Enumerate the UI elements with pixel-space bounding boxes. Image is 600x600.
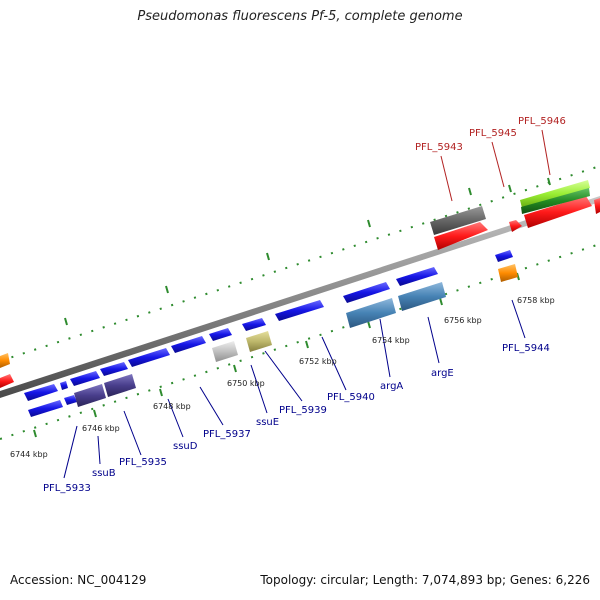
gene-arrow[interactable]	[24, 384, 58, 401]
kbp-label: 6752 kbp	[299, 357, 337, 366]
gene-arrow[interactable]	[524, 196, 592, 228]
gene-arrow[interactable]	[212, 341, 238, 362]
kbp-label: 6744 kbp	[10, 450, 48, 459]
gene-arrow[interactable]	[209, 328, 232, 341]
kbp-label: 6754 kbp	[372, 336, 410, 345]
tick-row-upper	[0, 165, 600, 362]
kbp-labels: 6744 kbp 6746 kbp 6748 kbp 6750 kbp 6752…	[10, 296, 555, 459]
gene-arrow[interactable]	[0, 353, 10, 368]
gene-label[interactable]: PFL_5937	[203, 429, 251, 440]
gene-label[interactable]: PFL_5940	[327, 392, 375, 403]
genes-upper-strand[interactable]	[24, 250, 513, 401]
gene-arrow[interactable]	[430, 206, 486, 235]
gene-arrow[interactable]	[100, 362, 128, 376]
gene-arrow[interactable]	[171, 336, 206, 353]
gene-label[interactable]: argE	[431, 368, 454, 379]
gene-labels-top: PFL_5943 PFL_5945 PFL_5946	[415, 116, 566, 153]
genome-backbone	[0, 196, 600, 398]
gene-label[interactable]: ssuE	[256, 417, 279, 428]
gene-arrow[interactable]	[520, 180, 590, 208]
gene-label[interactable]: PFL_5945	[469, 128, 517, 139]
gene-arrow[interactable]	[398, 282, 446, 311]
gene-arrow[interactable]	[64, 395, 77, 405]
gene-arrow[interactable]	[70, 371, 100, 386]
genes-lower-strand[interactable]	[0, 264, 518, 417]
gene-arrow[interactable]	[60, 381, 68, 390]
gene-label[interactable]: argA	[380, 381, 403, 392]
gene-arrow[interactable]	[521, 188, 590, 214]
gene-arrow[interactable]	[246, 331, 272, 352]
genes-outer[interactable]	[0, 180, 600, 388]
gene-arrow[interactable]	[594, 198, 600, 214]
gene-arrow[interactable]	[495, 250, 513, 262]
kbp-label: 6758 kbp	[517, 296, 555, 305]
gene-label[interactable]: PFL_5944	[502, 343, 550, 354]
gene-arrow[interactable]	[104, 374, 136, 397]
gene-arrow[interactable]	[28, 400, 63, 417]
kbp-label: 6746 kbp	[82, 424, 120, 433]
gene-label[interactable]: ssuD	[173, 441, 198, 452]
kbp-label: 6748 kbp	[153, 402, 191, 411]
gene-arrow[interactable]	[346, 298, 396, 328]
gene-arrow[interactable]	[396, 267, 438, 286]
gene-label[interactable]: PFL_5939	[279, 405, 327, 416]
gene-label[interactable]: PFL_5943	[415, 142, 463, 153]
gene-arrow[interactable]	[275, 300, 324, 321]
gene-label[interactable]: ssuB	[92, 468, 116, 479]
gene-arrow[interactable]	[74, 384, 106, 407]
gene-label[interactable]: PFL_5946	[518, 116, 566, 127]
gene-arrow[interactable]	[242, 318, 266, 331]
gene-label[interactable]: PFL_5935	[119, 457, 167, 468]
gene-arrow[interactable]	[434, 222, 488, 250]
gene-arrow[interactable]	[0, 374, 14, 388]
kbp-label: 6756 kbp	[444, 316, 482, 325]
map-title: Pseudomonas fluorescens Pf-5, complete g…	[137, 9, 463, 24]
gene-arrow[interactable]	[498, 264, 518, 282]
gene-arrow[interactable]	[509, 220, 522, 232]
kbp-label: 6750 kbp	[227, 379, 265, 388]
label-leaders-bottom	[63, 299, 526, 479]
gene-label[interactable]: PFL_5933	[43, 483, 91, 494]
label-leaders-top	[440, 129, 551, 202]
gene-labels-bottom: PFL_5933 ssuB PFL_5935 ssuD PFL_5937 ssu…	[43, 343, 550, 494]
topology-text: Topology: circular; Length: 7,074,893 bp…	[260, 573, 590, 587]
accession-text: Accession: NC_004129	[10, 573, 147, 587]
gene-arrow[interactable]	[128, 348, 170, 367]
gene-arrow[interactable]	[343, 282, 390, 303]
